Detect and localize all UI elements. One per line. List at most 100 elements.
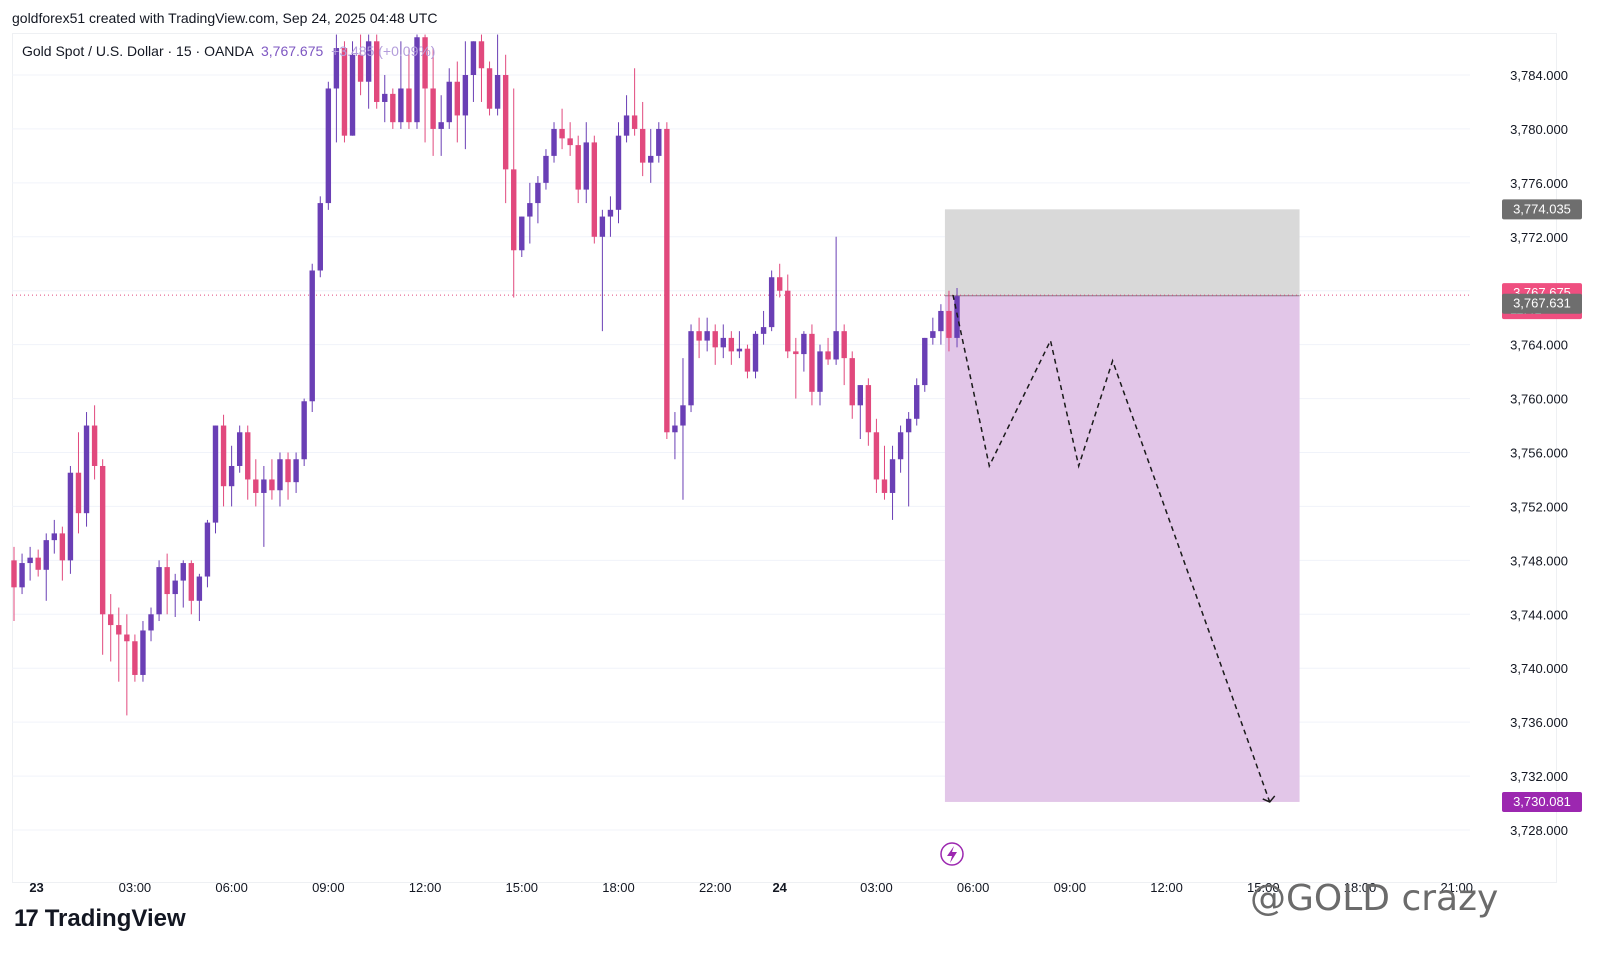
candle[interactable] — [599, 209, 606, 332]
candle[interactable] — [946, 290, 952, 352]
candle[interactable] — [793, 337, 799, 399]
candle[interactable] — [390, 88, 396, 129]
candle[interactable] — [124, 614, 130, 716]
candle[interactable] — [914, 378, 920, 426]
candle[interactable] — [656, 122, 662, 163]
candle[interactable] — [648, 128, 654, 183]
candle[interactable] — [446, 68, 452, 129]
candle[interactable] — [785, 274, 791, 359]
candle[interactable] — [27, 546, 33, 581]
candle[interactable] — [744, 344, 751, 379]
candle[interactable] — [511, 88, 517, 298]
candle[interactable] — [333, 34, 340, 143]
candle[interactable] — [841, 324, 847, 386]
candle[interactable] — [341, 41, 348, 143]
candle[interactable] — [67, 465, 74, 574]
candle[interactable] — [35, 549, 41, 577]
candle[interactable] — [212, 425, 219, 534]
candle[interactable] — [285, 452, 291, 500]
candle[interactable] — [454, 61, 460, 143]
candle[interactable] — [930, 317, 936, 345]
candle[interactable] — [889, 445, 896, 520]
candle[interactable] — [116, 607, 122, 682]
candle[interactable] — [148, 607, 154, 642]
candle[interactable] — [527, 182, 533, 244]
candle[interactable] — [317, 196, 323, 278]
candle[interactable] — [736, 331, 743, 359]
candle[interactable] — [938, 304, 944, 345]
candle[interactable] — [156, 560, 162, 622]
take-profit-zone[interactable] — [944, 295, 1300, 802]
candle[interactable] — [615, 122, 622, 224]
time-axis[interactable]: 23 03:00 06:00 09:00 12:00 15:00 18:00 22:00 24 0… — [29, 880, 1473, 895]
candle[interactable] — [857, 385, 863, 440]
candle[interactable] — [180, 560, 186, 608]
candle[interactable] — [551, 122, 557, 163]
candle[interactable] — [438, 95, 444, 156]
candle[interactable] — [269, 459, 275, 500]
candle[interactable] — [357, 34, 364, 96]
candle[interactable] — [301, 398, 307, 466]
candle[interactable] — [922, 337, 928, 392]
candle[interactable] — [236, 425, 243, 473]
candle[interactable] — [253, 459, 259, 507]
candle[interactable] — [365, 34, 372, 109]
candle[interactable] — [905, 412, 912, 507]
candle[interactable] — [777, 263, 783, 298]
candle[interactable] — [502, 54, 509, 204]
candle[interactable] — [583, 122, 589, 204]
tradingview-logo[interactable]: 17 TradingView — [14, 905, 186, 933]
candle[interactable] — [543, 149, 549, 190]
candle[interactable] — [422, 34, 428, 143]
candle[interactable] — [196, 573, 203, 622]
candle[interactable] — [865, 378, 872, 446]
candle[interactable] — [688, 324, 694, 413]
position-zones[interactable] — [944, 209, 1300, 802]
candle[interactable] — [59, 526, 66, 581]
candle[interactable] — [801, 331, 807, 372]
candle[interactable] — [99, 459, 106, 655]
candle[interactable] — [398, 41, 404, 129]
candle[interactable] — [478, 34, 485, 102]
candle[interactable] — [188, 560, 195, 615]
candle[interactable] — [462, 41, 469, 150]
candle[interactable] — [712, 324, 718, 365]
lightning-icon[interactable] — [940, 842, 964, 866]
candle[interactable] — [172, 573, 178, 617]
candle[interactable] — [825, 337, 831, 365]
candle[interactable] — [51, 519, 57, 554]
candle[interactable] — [220, 414, 227, 507]
candle[interactable] — [430, 48, 436, 156]
candle[interactable] — [325, 81, 332, 210]
candle[interactable] — [19, 553, 25, 595]
candle[interactable] — [494, 34, 501, 116]
candle[interactable] — [680, 358, 686, 500]
candle[interactable] — [75, 432, 82, 534]
candle[interactable] — [374, 34, 380, 109]
candle[interactable] — [591, 135, 598, 244]
candle[interactable] — [623, 95, 630, 143]
stop-loss-zone[interactable] — [944, 209, 1300, 296]
candle[interactable] — [164, 553, 170, 615]
candle[interactable] — [486, 61, 493, 116]
projection-path[interactable] — [952, 294, 1276, 803]
candle[interactable] — [228, 445, 235, 507]
candle[interactable] — [849, 351, 855, 419]
candle[interactable] — [833, 236, 839, 365]
projection-dashed-line[interactable] — [952, 294, 1271, 803]
candle[interactable] — [406, 48, 412, 129]
candle[interactable] — [567, 122, 573, 156]
candle[interactable] — [414, 34, 420, 129]
candle[interactable] — [607, 196, 614, 237]
candle[interactable] — [559, 108, 565, 150]
candle[interactable] — [140, 621, 146, 682]
candle[interactable] — [728, 331, 735, 365]
candle[interactable] — [873, 418, 880, 493]
candle[interactable] — [631, 68, 638, 136]
candle[interactable] — [809, 324, 815, 406]
candle[interactable] — [132, 634, 138, 682]
candle[interactable] — [11, 546, 17, 622]
candle[interactable] — [720, 324, 726, 359]
price-axis[interactable]: 3,784.000 3,780.000 3,776.000 3,772.000 3,76… — [1510, 68, 1568, 838]
candle[interactable] — [664, 122, 670, 440]
